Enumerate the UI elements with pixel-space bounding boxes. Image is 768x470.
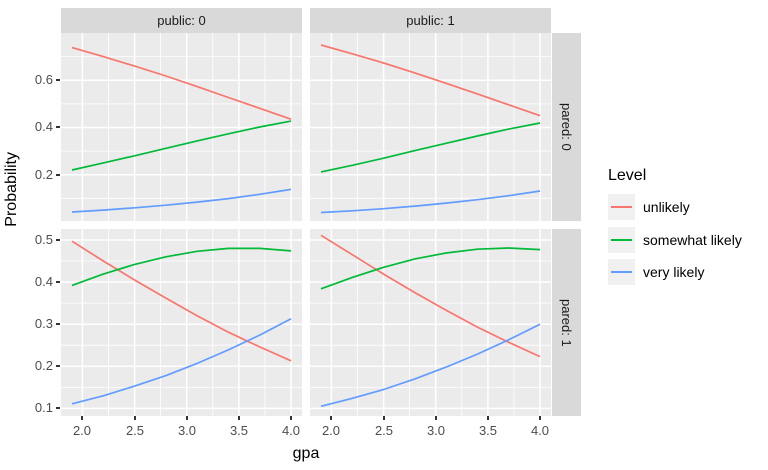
x-axis-tick-label: 3.0 bbox=[426, 423, 446, 438]
x-axis-tick-label: 4.0 bbox=[281, 423, 301, 438]
legend-entry-very-likely: very likely bbox=[608, 259, 704, 285]
x-axis-title: gpa bbox=[292, 445, 320, 462]
legend-entry-unlikely: unlikely bbox=[608, 194, 690, 220]
y-axis-tick-label: 0.1 bbox=[34, 400, 53, 415]
legend-label-somewhat-likely: somewhat likely bbox=[643, 232, 742, 248]
y-axis-tick-label: 0.3 bbox=[34, 316, 53, 331]
x-axis-tick-label: 3.0 bbox=[177, 423, 197, 438]
facet-strip-public-0: public: 0 bbox=[61, 8, 302, 33]
series-line-very_likely bbox=[71, 188, 292, 213]
x-axis-tick bbox=[186, 416, 188, 420]
facet-strip-pared-0-label: pared: 0 bbox=[559, 103, 574, 151]
legend-key-somewhat-likely bbox=[608, 227, 635, 253]
series-line-very_likely bbox=[320, 190, 541, 214]
y-axis-tick bbox=[56, 239, 60, 241]
facet-strip-pared-1-label: pared: 1 bbox=[559, 298, 574, 347]
facet-panel-public1-pared1 bbox=[310, 229, 551, 416]
series-line-very_likely bbox=[320, 323, 541, 408]
y-axis-tick-label: 0.2 bbox=[34, 358, 53, 373]
x-axis-tick-label: 2.0 bbox=[321, 423, 341, 438]
x-axis-tick bbox=[81, 416, 83, 420]
y-axis-tick bbox=[56, 323, 60, 325]
legend-key-unlikely bbox=[608, 194, 635, 220]
y-axis-tick-label: 0.4 bbox=[34, 119, 53, 134]
y-axis-title: Probability bbox=[3, 152, 20, 227]
legend-entry-somewhat-likely: somewhat likely bbox=[608, 227, 742, 253]
series-line-very_likely bbox=[71, 317, 292, 405]
x-axis-tick bbox=[134, 416, 136, 420]
x-axis-tick-label: 4.0 bbox=[530, 423, 550, 438]
legend-label-very-likely: very likely bbox=[643, 264, 705, 280]
y-axis-tick bbox=[56, 126, 60, 128]
x-axis-tick-label: 2.0 bbox=[72, 423, 92, 438]
y-axis-tick-label: 0.6 bbox=[34, 72, 53, 87]
legend-label-unlikely: unlikely bbox=[643, 199, 690, 215]
y-axis-tick bbox=[56, 407, 60, 409]
x-axis-tick bbox=[539, 416, 541, 420]
y-axis-tick bbox=[56, 281, 60, 283]
facet-strip-public-1: public: 1 bbox=[310, 8, 551, 33]
y-axis-tick bbox=[56, 79, 60, 81]
series-line-unlikely bbox=[320, 44, 541, 117]
legend-title: Level bbox=[608, 167, 647, 184]
series-line-somewhat_likely bbox=[320, 122, 541, 173]
facet-strip-public-0-label: public: 0 bbox=[157, 13, 206, 28]
facet-panel-public1-pared0 bbox=[310, 33, 551, 221]
series-line-somewhat_likely bbox=[71, 120, 292, 171]
series-line-unlikely bbox=[71, 46, 292, 121]
series-line-unlikely bbox=[71, 240, 292, 362]
x-axis-tick-label: 2.5 bbox=[125, 423, 145, 438]
x-axis-tick bbox=[383, 416, 385, 420]
facet-strip-pared-1: pared: 1 bbox=[552, 229, 581, 416]
x-axis-tick bbox=[238, 416, 240, 420]
x-axis-tick bbox=[290, 416, 292, 420]
x-axis-tick bbox=[330, 416, 332, 420]
facet-strip-pared-0: pared: 0 bbox=[552, 33, 581, 221]
x-axis-tick-label: 3.5 bbox=[229, 423, 249, 438]
y-axis-tick-label: 0.2 bbox=[34, 167, 53, 182]
x-axis-tick bbox=[487, 416, 489, 420]
x-axis-tick-label: 2.5 bbox=[374, 423, 394, 438]
y-axis-tick-label: 0.5 bbox=[34, 232, 53, 247]
y-axis-tick bbox=[56, 174, 60, 176]
legend-key-very-likely bbox=[608, 259, 635, 285]
series-line-somewhat_likely bbox=[320, 247, 541, 290]
y-axis-tick bbox=[56, 365, 60, 367]
facet-strip-public-1-label: public: 1 bbox=[406, 13, 455, 28]
series-line-somewhat_likely bbox=[71, 247, 292, 287]
series-line-unlikely bbox=[320, 234, 541, 358]
facet-panel-public0-pared0 bbox=[61, 33, 302, 221]
y-axis-tick-label: 0.4 bbox=[34, 274, 53, 289]
x-axis-tick-label: 3.5 bbox=[478, 423, 498, 438]
x-axis-tick bbox=[435, 416, 437, 420]
facet-panel-public0-pared1 bbox=[61, 229, 302, 416]
